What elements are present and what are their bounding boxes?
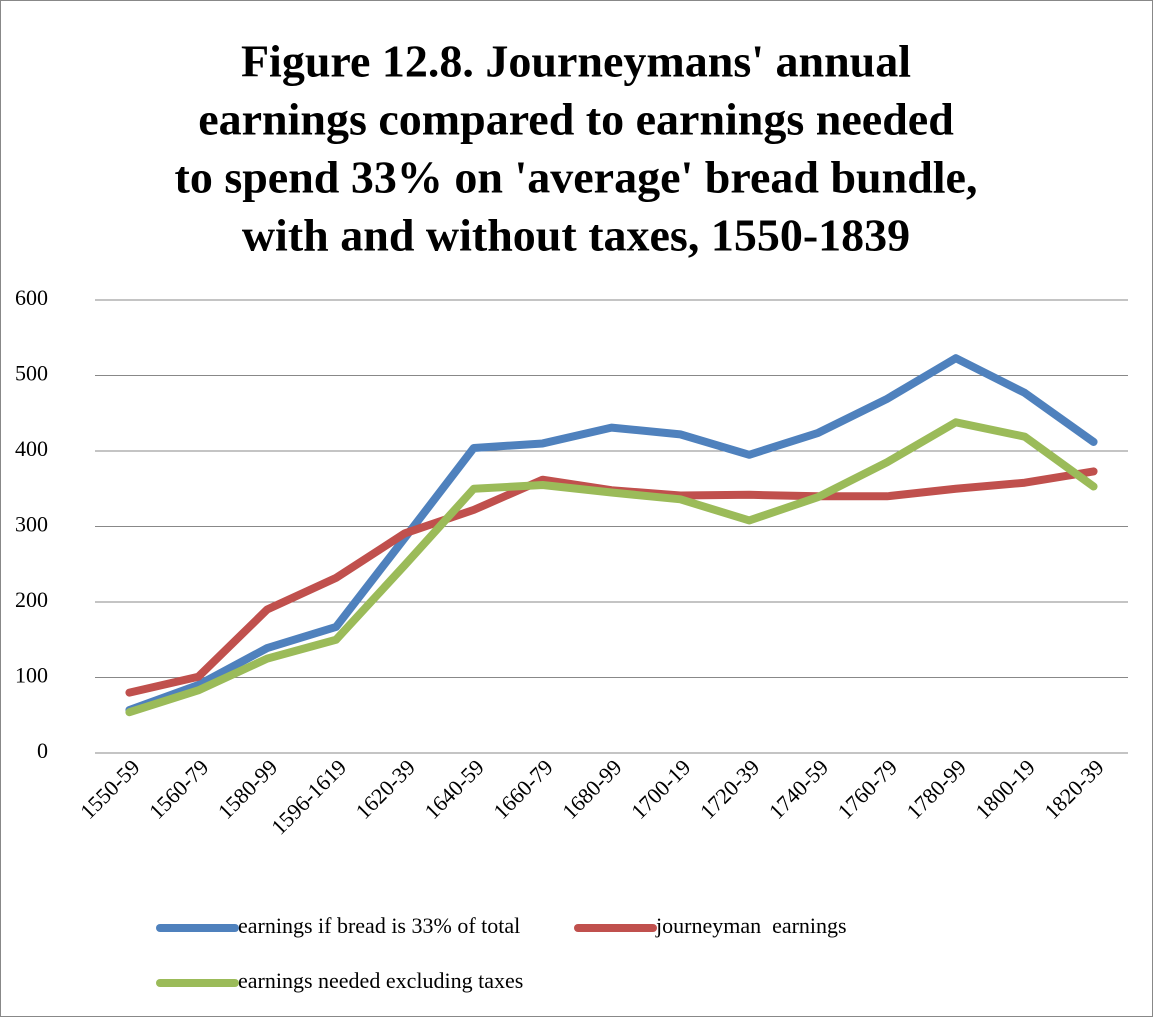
chart-title: earnings compared to earnings needed xyxy=(198,94,954,145)
y-tick-label: 200 xyxy=(15,587,48,612)
chart-title: to spend 33% on 'average' bread bundle, xyxy=(175,152,978,203)
y-tick-label: 100 xyxy=(15,663,48,688)
y-tick-label: 300 xyxy=(15,512,48,537)
y-tick-label: 600 xyxy=(15,285,48,310)
chart-title: Figure 12.8. Journeymans' annual xyxy=(241,36,911,87)
y-tick-label: 500 xyxy=(15,361,48,386)
series-line xyxy=(125,418,1098,717)
legend-label: earnings if bread is 33% of total xyxy=(238,913,520,938)
y-tick-label: 400 xyxy=(15,436,48,461)
legend-label: earnings needed excluding taxes xyxy=(238,968,523,993)
y-tick-label: 0 xyxy=(37,738,48,763)
series-line xyxy=(125,354,1098,714)
chart-title: with and without taxes, 1550-1839 xyxy=(242,210,910,261)
legend-label: journeyman earnings xyxy=(655,913,847,938)
